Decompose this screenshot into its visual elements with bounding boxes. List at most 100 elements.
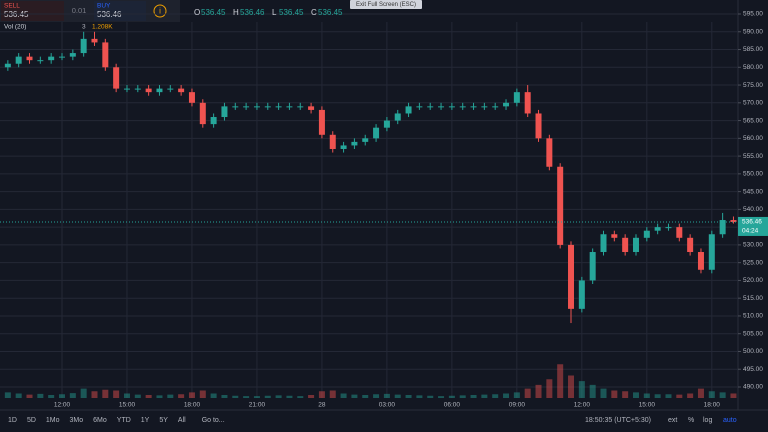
- range-button[interactable]: 5D: [27, 417, 36, 424]
- candle-body: [318, 109, 325, 135]
- buy-price: 536.46: [97, 10, 122, 19]
- ohlc-key: C: [311, 8, 317, 17]
- range-button[interactable]: YTD: [117, 417, 131, 424]
- info-icon[interactable]: [153, 4, 167, 18]
- candle-body: [362, 138, 369, 142]
- candle-body: [568, 244, 575, 309]
- volume-bar: [275, 395, 282, 398]
- x-tick-label: 03:00: [379, 402, 396, 409]
- candle-body: [113, 67, 120, 89]
- volume-bar: [600, 388, 607, 398]
- volume-bar: [687, 393, 694, 398]
- candle-body: [730, 220, 737, 222]
- range-button[interactable]: 1D: [8, 417, 17, 424]
- y-tick-label: 540.00: [743, 206, 763, 213]
- range-button[interactable]: 3Mo: [70, 417, 84, 424]
- candle-body: [26, 56, 33, 61]
- candle-body: [611, 234, 618, 238]
- candle-body: [383, 120, 390, 128]
- volume-bar: [102, 389, 109, 398]
- sell-price: 536.45: [4, 10, 29, 19]
- y-tick-label: 555.00: [743, 153, 763, 160]
- candle-body: [69, 53, 76, 57]
- axis-option[interactable]: %: [688, 417, 694, 424]
- volume-bar: [568, 375, 575, 398]
- candle-body: [632, 237, 639, 253]
- y-tick-label: 580.00: [743, 64, 763, 71]
- x-tick-label: 12:00: [574, 402, 591, 409]
- volume-bar: [156, 395, 163, 398]
- volume-bar: [481, 394, 488, 398]
- volume-bar: [69, 393, 76, 398]
- volume-bar: [243, 396, 250, 398]
- range-button[interactable]: All: [178, 417, 186, 424]
- buy-box[interactable]: [94, 1, 146, 21]
- volume-legend-name: Vol (20): [4, 24, 26, 31]
- volume-bar: [643, 393, 650, 398]
- candle-body: [654, 227, 661, 231]
- candle-body: [643, 230, 650, 238]
- range-button[interactable]: 5Y: [159, 417, 168, 424]
- candle-body: [340, 145, 347, 149]
- volume-bar: [362, 395, 369, 398]
- volume-bar: [113, 390, 120, 398]
- y-tick-label: 510.00: [743, 313, 763, 320]
- volume-bar: [622, 391, 629, 398]
- candle-body: [578, 280, 585, 309]
- candle-body: [178, 88, 185, 93]
- range-button[interactable]: 6Mo: [93, 417, 107, 424]
- volume-bar: [210, 393, 217, 398]
- candle-body: [622, 237, 629, 253]
- candle-body: [546, 138, 553, 167]
- ohlc-key: O: [194, 8, 200, 17]
- candle-body: [167, 88, 174, 90]
- goto-button[interactable]: Go to...: [202, 417, 225, 424]
- candle-body: [4, 63, 11, 68]
- x-tick-label: 06:00: [444, 402, 461, 409]
- volume-bar: [286, 395, 293, 398]
- last-price-label: 536.46: [742, 219, 762, 226]
- bottom-toolbar: [0, 410, 768, 432]
- candle-body: [697, 252, 704, 270]
- volume-bar: [383, 393, 390, 398]
- candle-body: [394, 113, 401, 121]
- candle-body: [232, 106, 239, 108]
- y-tick-label: 525.00: [743, 259, 763, 266]
- volume-bar: [318, 391, 325, 398]
- candle-body: [373, 127, 380, 139]
- volume-bar: [546, 379, 553, 398]
- candle-body: [416, 106, 423, 108]
- clock: 18:50:35 (UTC+5:30): [585, 417, 651, 424]
- volume-bar: [697, 388, 704, 398]
- sell-box[interactable]: [1, 1, 64, 21]
- info-glyph: i: [159, 7, 161, 16]
- candle-body: [427, 106, 434, 108]
- candle-body: [708, 234, 715, 270]
- volume-bar: [524, 388, 531, 398]
- range-button[interactable]: 1Y: [141, 417, 150, 424]
- axis-option[interactable]: auto: [723, 417, 737, 424]
- candle-body: [665, 227, 672, 229]
- candle-body: [80, 38, 87, 54]
- y-tick-label: 570.00: [743, 100, 763, 107]
- candle-body: [145, 88, 152, 93]
- volume-bar: [167, 394, 174, 398]
- range-button[interactable]: 1Mo: [46, 417, 60, 424]
- candle-body: [470, 106, 477, 108]
- volume-bar: [15, 393, 22, 398]
- x-tick-label: 15:00: [119, 402, 136, 409]
- volume-bar: [665, 394, 672, 398]
- volume-bar: [340, 393, 347, 398]
- y-tick-label: 515.00: [743, 295, 763, 302]
- candle-body: [589, 252, 596, 281]
- volume-bar: [448, 395, 455, 398]
- y-tick-label: 590.00: [743, 28, 763, 35]
- candle-body: [264, 106, 271, 108]
- volume-bar: [80, 388, 87, 398]
- volume-bar: [26, 394, 33, 398]
- axis-option[interactable]: ext: [668, 417, 677, 424]
- axis-option[interactable]: log: [703, 417, 712, 424]
- x-tick-label: 15:00: [639, 402, 656, 409]
- candle-body: [524, 92, 531, 114]
